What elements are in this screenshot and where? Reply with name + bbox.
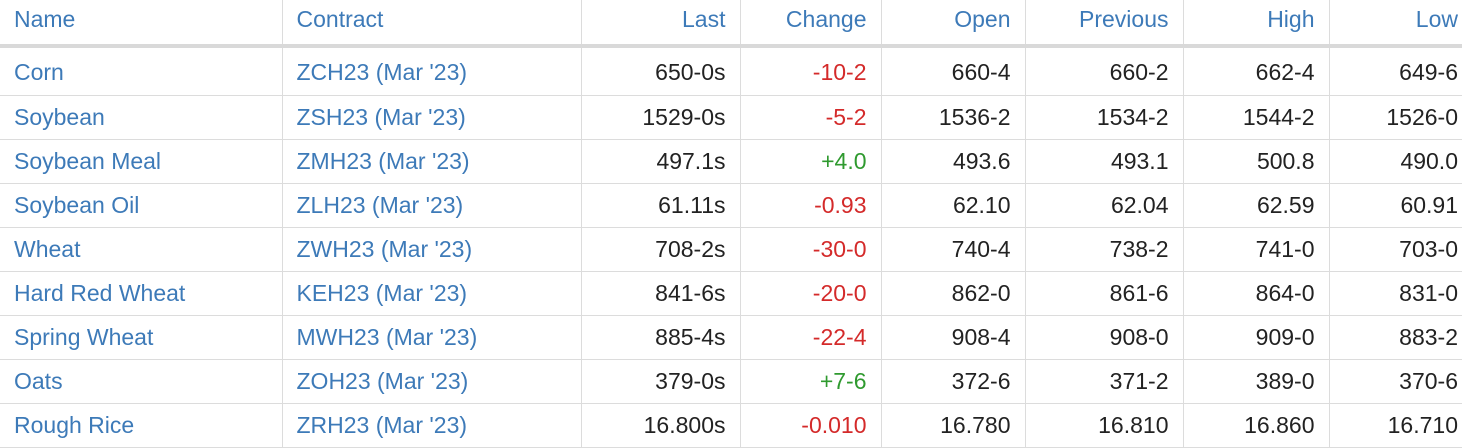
low-price: 883-2 — [1329, 315, 1462, 360]
header-row: Name Contract Last Change Open Previous … — [0, 0, 1462, 48]
price-change: -0.010 — [740, 403, 882, 448]
price-change: -30-0 — [740, 227, 882, 272]
last-price: 885-4s — [581, 315, 741, 360]
header-contract[interactable]: Contract — [282, 0, 582, 48]
commodity-name-link[interactable]: Soybean — [0, 95, 283, 140]
price-change: -5-2 — [740, 95, 882, 140]
low-price: 831-0 — [1329, 271, 1462, 316]
open-price: 740-4 — [881, 227, 1026, 272]
table-row: Corn ZCH23 (Mar '23) 650-0s -10-2 660-4 660-2… — [0, 46, 1462, 96]
commodity-name-link[interactable]: Corn — [0, 46, 283, 96]
high-price: 16.860 — [1183, 403, 1330, 448]
commodity-name-link[interactable]: Wheat — [0, 227, 283, 272]
open-price: 16.780 — [881, 403, 1026, 448]
open-price: 862-0 — [881, 271, 1026, 316]
low-price: 649-6 — [1329, 46, 1462, 96]
contract-link[interactable]: ZLH23 (Mar '23) — [282, 183, 582, 228]
last-price: 841-6s — [581, 271, 741, 316]
table-row: Soybean ZSH23 (Mar '23) 1529-0s -5-2 1536-2 1… — [0, 95, 1462, 140]
previous-price: 738-2 — [1025, 227, 1184, 272]
header-open[interactable]: Open — [881, 0, 1026, 48]
open-price: 62.10 — [881, 183, 1026, 228]
open-price: 372-6 — [881, 359, 1026, 404]
price-change: +7-6 — [740, 359, 882, 404]
last-price: 1529-0s — [581, 95, 741, 140]
previous-price: 16.810 — [1025, 403, 1184, 448]
high-price: 1544-2 — [1183, 95, 1330, 140]
header-last[interactable]: Last — [581, 0, 741, 48]
previous-price: 371-2 — [1025, 359, 1184, 404]
open-price: 908-4 — [881, 315, 1026, 360]
high-price: 389-0 — [1183, 359, 1330, 404]
header-high[interactable]: High — [1183, 0, 1330, 48]
last-price: 708-2s — [581, 227, 741, 272]
commodity-name-link[interactable]: Hard Red Wheat — [0, 271, 283, 316]
contract-link[interactable]: ZRH23 (Mar '23) — [282, 403, 582, 448]
low-price: 60.91 — [1329, 183, 1462, 228]
high-price: 62.59 — [1183, 183, 1330, 228]
contract-link[interactable]: ZOH23 (Mar '23) — [282, 359, 582, 404]
last-price: 650-0s — [581, 46, 741, 96]
table-row: Oats ZOH23 (Mar '23) 379-0s +7-6 372-6 371-2 3… — [0, 359, 1462, 404]
low-price: 370-6 — [1329, 359, 1462, 404]
open-price: 1536-2 — [881, 95, 1026, 140]
previous-price: 660-2 — [1025, 46, 1184, 96]
contract-link[interactable]: ZMH23 (Mar '23) — [282, 139, 582, 184]
low-price: 1526-0 — [1329, 95, 1462, 140]
header-low[interactable]: Low — [1329, 0, 1462, 48]
high-price: 909-0 — [1183, 315, 1330, 360]
previous-price: 861-6 — [1025, 271, 1184, 316]
high-price: 662-4 — [1183, 46, 1330, 96]
header-previous[interactable]: Previous — [1025, 0, 1184, 48]
header-change[interactable]: Change — [740, 0, 882, 48]
open-price: 660-4 — [881, 46, 1026, 96]
contract-link[interactable]: ZWH23 (Mar '23) — [282, 227, 582, 272]
commodity-name-link[interactable]: Spring Wheat — [0, 315, 283, 360]
price-change: -20-0 — [740, 271, 882, 316]
high-price: 741-0 — [1183, 227, 1330, 272]
price-change: -22-4 — [740, 315, 882, 360]
price-change: -10-2 — [740, 46, 882, 96]
previous-price: 493.1 — [1025, 139, 1184, 184]
previous-price: 62.04 — [1025, 183, 1184, 228]
commodity-name-link[interactable]: Soybean Meal — [0, 139, 283, 184]
header-name[interactable]: Name — [0, 0, 283, 48]
contract-link[interactable]: ZCH23 (Mar '23) — [282, 46, 582, 96]
low-price: 703-0 — [1329, 227, 1462, 272]
commodity-name-link[interactable]: Oats — [0, 359, 283, 404]
open-price: 493.6 — [881, 139, 1026, 184]
table-row: Soybean Oil ZLH23 (Mar '23) 61.11s -0.93 62.… — [0, 183, 1462, 228]
contract-link[interactable]: MWH23 (Mar '23) — [282, 315, 582, 360]
contract-link[interactable]: KEH23 (Mar '23) — [282, 271, 582, 316]
table-row: Hard Red Wheat KEH23 (Mar '23) 841-6s -20-0… — [0, 271, 1462, 316]
previous-price: 908-0 — [1025, 315, 1184, 360]
low-price: 16.710 — [1329, 403, 1462, 448]
last-price: 16.800s — [581, 403, 741, 448]
last-price: 61.11s — [581, 183, 741, 228]
table-row: Rough Rice ZRH23 (Mar '23) 16.800s -0.010 16… — [0, 403, 1462, 448]
commodity-name-link[interactable]: Soybean Oil — [0, 183, 283, 228]
high-price: 500.8 — [1183, 139, 1330, 184]
last-price: 497.1s — [581, 139, 741, 184]
table-row: Spring Wheat MWH23 (Mar '23) 885-4s -22-4 90… — [0, 315, 1462, 360]
last-price: 379-0s — [581, 359, 741, 404]
commodity-name-link[interactable]: Rough Rice — [0, 403, 283, 448]
quote-rows: Corn ZCH23 (Mar '23) 650-0s -10-2 660-4 660-2… — [0, 46, 1462, 448]
low-price: 490.0 — [1329, 139, 1462, 184]
price-change: -0.93 — [740, 183, 882, 228]
high-price: 864-0 — [1183, 271, 1330, 316]
previous-price: 1534-2 — [1025, 95, 1184, 140]
contract-link[interactable]: ZSH23 (Mar '23) — [282, 95, 582, 140]
table-row: Wheat ZWH23 (Mar '23) 708-2s -30-0 740-4 738-… — [0, 227, 1462, 272]
price-change: +4.0 — [740, 139, 882, 184]
table-row: Soybean Meal ZMH23 (Mar '23) 497.1s +4.0 493… — [0, 139, 1462, 184]
